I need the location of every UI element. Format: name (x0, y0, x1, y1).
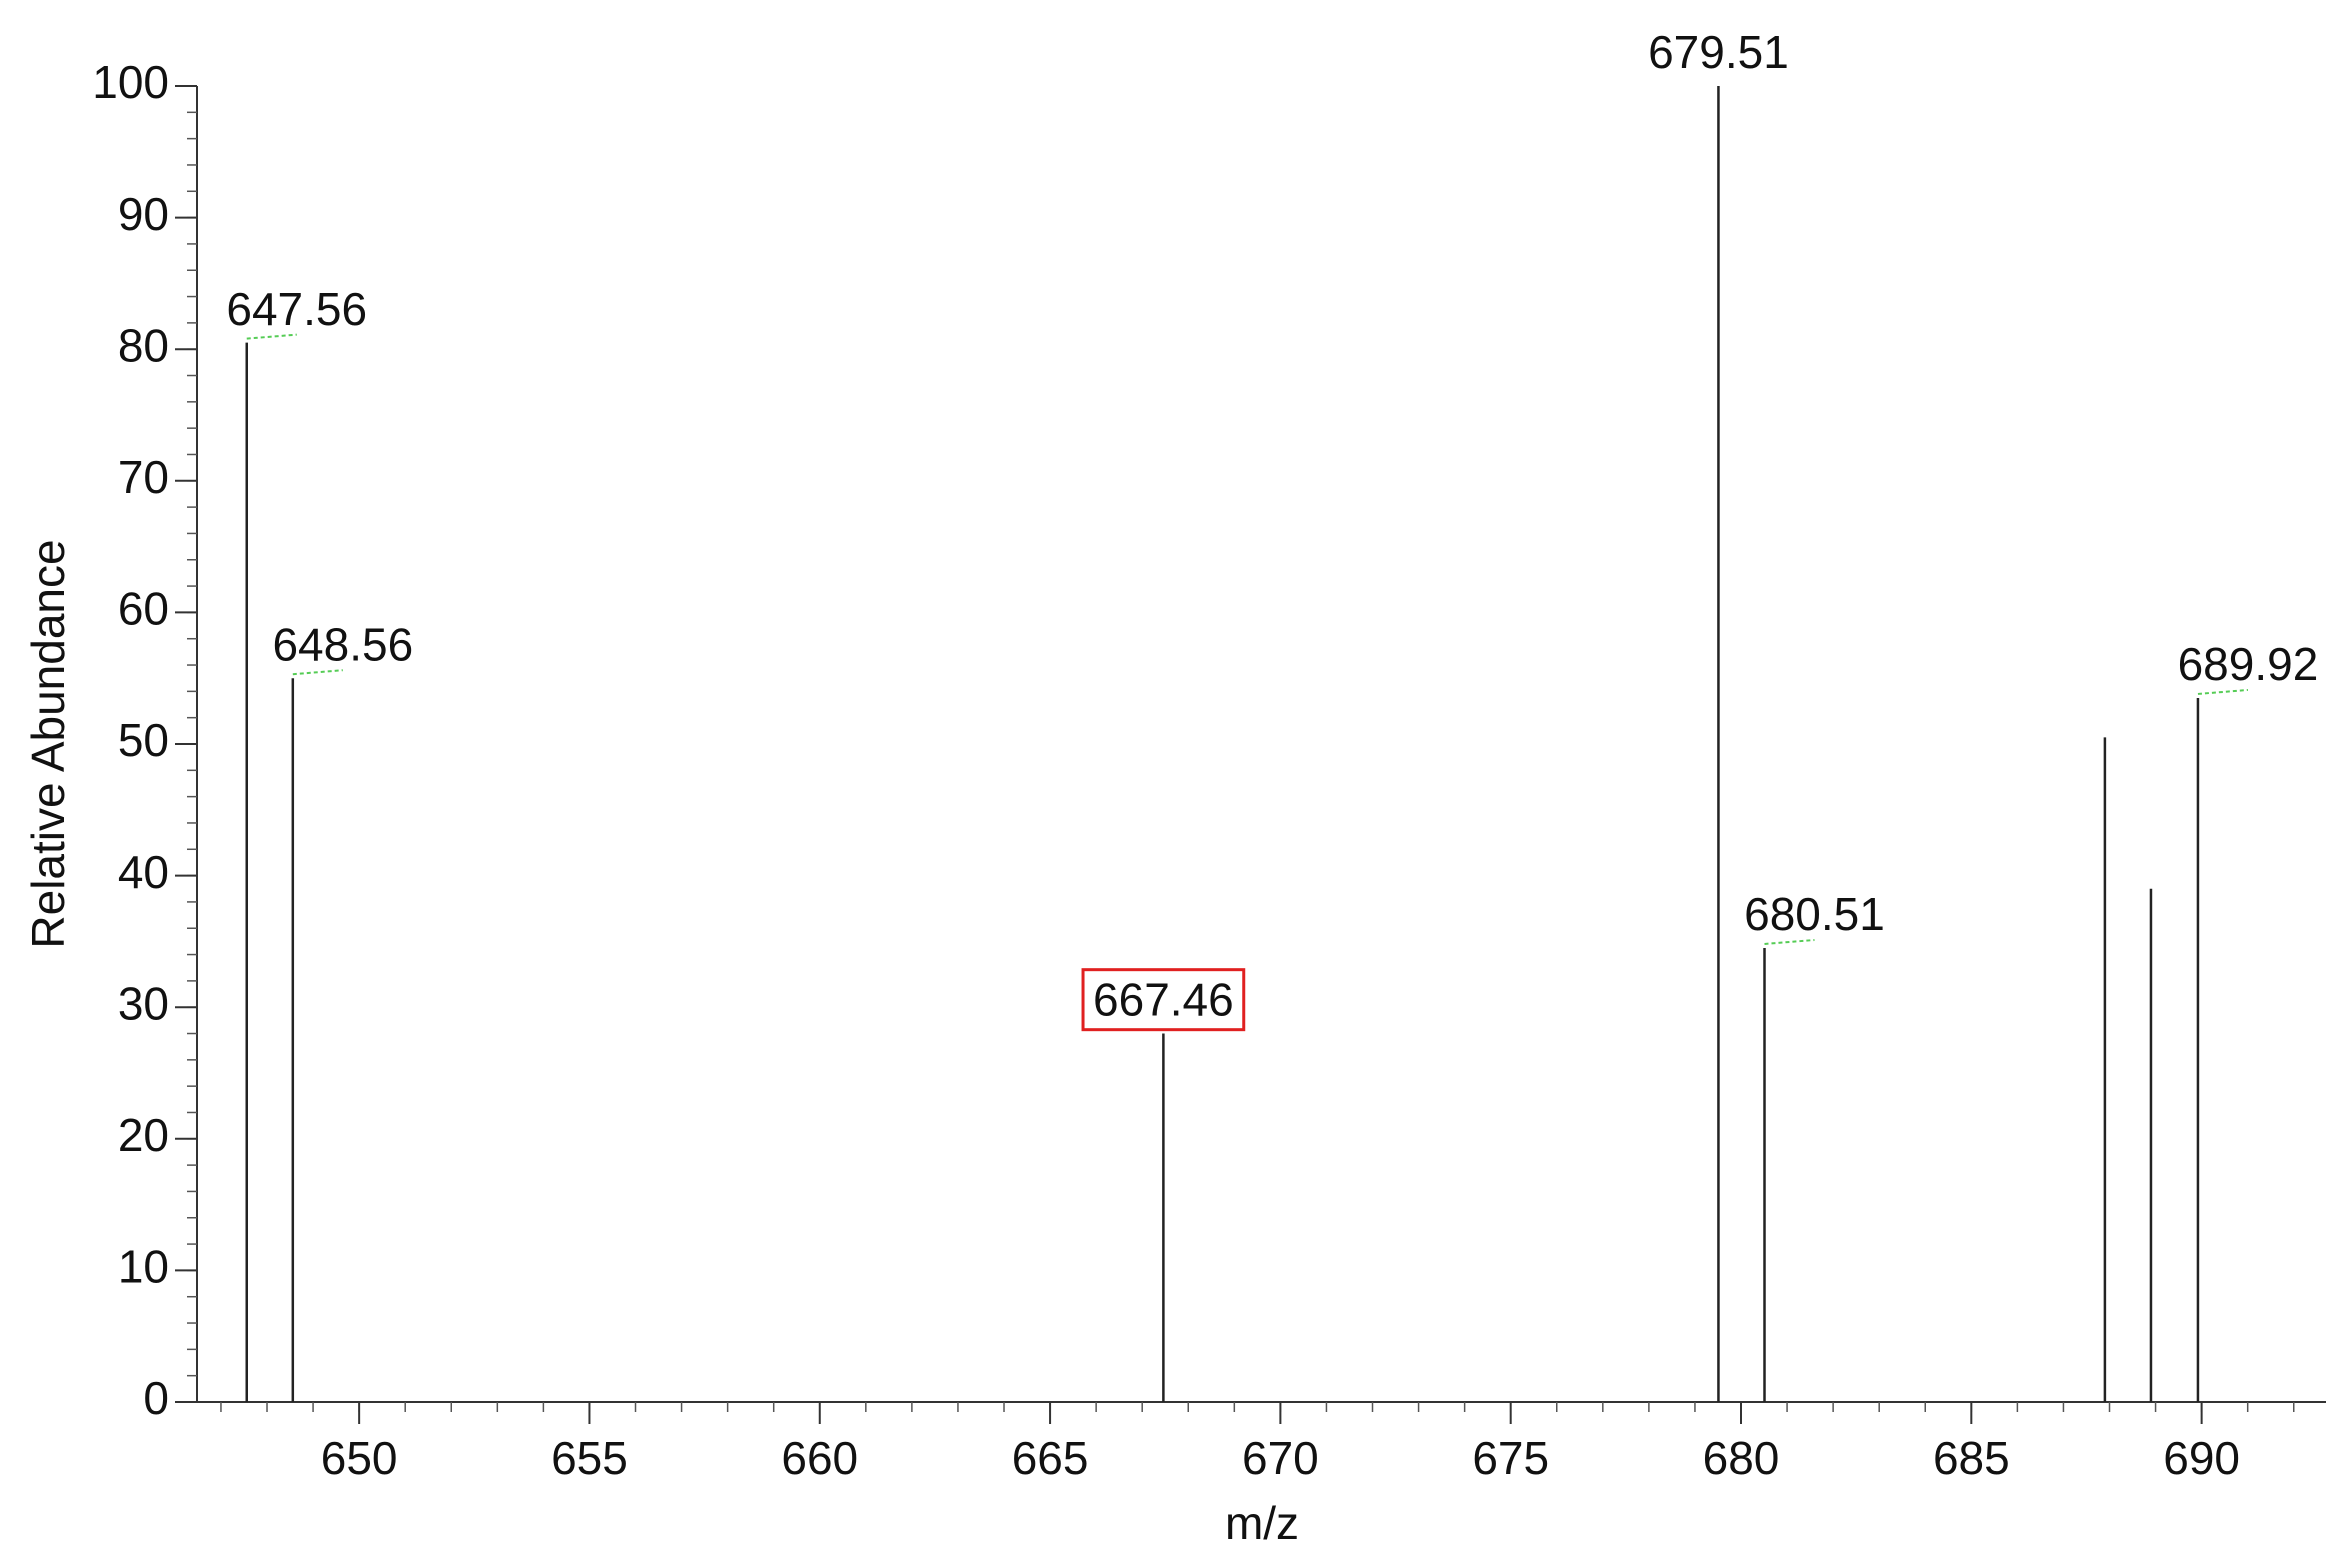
peak-label: 689.92 (2178, 638, 2319, 690)
peak-leader (292, 669, 343, 676)
y-axis-title: Relative Abundance (22, 539, 74, 948)
y-tick-label: 80 (118, 319, 169, 371)
y-tick-label: 20 (118, 1109, 169, 1161)
peak-label: 679.51 (1648, 26, 1789, 78)
x-tick-label: 650 (321, 1432, 398, 1484)
peak-leader (2197, 688, 2249, 695)
y-tick-label: 30 (118, 977, 169, 1029)
peak-leader (1764, 938, 1815, 945)
x-tick-label: 690 (2163, 1432, 2240, 1484)
y-tick-label: 10 (118, 1241, 169, 1293)
x-tick-label: 660 (781, 1432, 858, 1484)
x-tick-label: 675 (1472, 1432, 1549, 1484)
y-tick-label: 40 (118, 846, 169, 898)
y-tick-label: 90 (118, 188, 169, 240)
peak-label: 680.51 (1744, 888, 1885, 940)
y-tick-label: 100 (92, 56, 169, 108)
x-tick-label: 665 (1012, 1432, 1089, 1484)
highlight-box (1081, 968, 1246, 1032)
x-tick-label: 680 (1703, 1432, 1780, 1484)
y-tick-label: 60 (118, 583, 169, 635)
peak-label: 667.46 (1093, 974, 1234, 1026)
x-tick-label: 655 (551, 1432, 628, 1484)
peak-label: 647.56 (226, 283, 367, 335)
x-tick-label: 685 (1933, 1432, 2010, 1484)
x-axis-title: m/z (1225, 1497, 1299, 1549)
x-tick-label: 670 (1242, 1432, 1319, 1484)
y-tick-label: 50 (118, 714, 169, 766)
y-tick-label: 0 (143, 1372, 169, 1424)
peak-label: 648.56 (272, 618, 413, 670)
y-tick-label: 70 (118, 451, 169, 503)
peak-leader (246, 333, 297, 340)
